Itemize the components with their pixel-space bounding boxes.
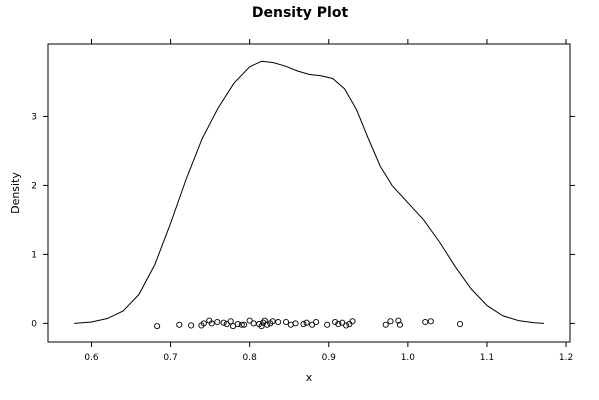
x-tick-label: 1.0: [401, 353, 416, 363]
x-tick-label: 1.1: [480, 353, 494, 363]
data-point: [264, 321, 271, 328]
data-point: [332, 318, 339, 326]
data-point: [427, 318, 434, 325]
x-axis-label: x: [306, 371, 313, 384]
data-point: [457, 321, 464, 328]
data-point: [309, 321, 316, 328]
data-point: [234, 321, 241, 328]
y-axis: 0 1 2 3: [31, 112, 575, 329]
data-point: [241, 321, 248, 328]
y-tick-label: 3: [31, 112, 37, 122]
data-point: [346, 321, 353, 328]
data-point: [220, 319, 227, 326]
data-point: [223, 321, 230, 328]
data-point: [200, 320, 207, 327]
data-point: [214, 318, 221, 326]
data-point: [283, 318, 290, 326]
x-axis: 0.6 0.7 0.8 0.9 1.0 1.1 1.2: [84, 39, 573, 363]
x-tick-label: 0.6: [84, 353, 99, 363]
y-tick-label: 2: [31, 181, 37, 191]
data-point: [382, 321, 389, 328]
data-point: [258, 323, 265, 330]
data-point: [349, 318, 356, 325]
data-point: [238, 321, 245, 328]
data-point: [300, 321, 307, 328]
data-point: [324, 321, 331, 328]
x-tick-label: 1.2: [559, 353, 573, 363]
x-tick-label: 0.8: [243, 353, 258, 363]
data-point: [275, 318, 282, 326]
data-point: [250, 320, 257, 327]
data-point: [387, 318, 394, 325]
data-point: [335, 321, 342, 328]
y-axis-label: Density: [9, 172, 22, 214]
plot-frame: [47, 43, 571, 343]
data-point: [422, 318, 429, 326]
data-point: [208, 320, 215, 327]
jittered-data-points: [154, 317, 464, 330]
data-point: [303, 319, 310, 326]
chart-title: Density Plot: [252, 5, 349, 21]
data-point: [292, 320, 299, 327]
x-tick-label: 0.9: [322, 353, 337, 363]
data-point: [154, 323, 161, 330]
data-point: [395, 317, 402, 324]
y-tick-label: 1: [31, 250, 37, 260]
data-point: [188, 322, 195, 329]
x-tick-label: 0.7: [163, 353, 177, 363]
data-point: [313, 318, 320, 326]
data-point: [176, 321, 183, 328]
data-point: [343, 322, 350, 329]
y-tick-label: 0: [31, 319, 37, 329]
data-point: [396, 321, 404, 328]
density-curve: [74, 60, 544, 324]
data-point: [246, 317, 253, 324]
data-point: [339, 319, 346, 326]
data-point: [227, 318, 234, 325]
